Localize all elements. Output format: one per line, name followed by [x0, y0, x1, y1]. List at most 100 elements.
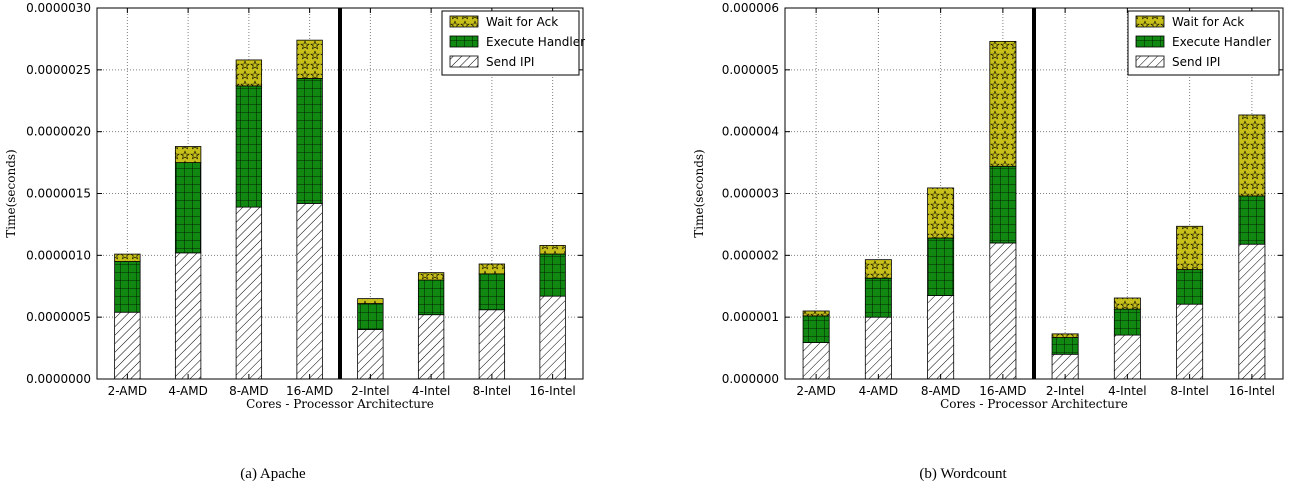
bar-wait-for-ack [417, 272, 445, 281]
y-tick-label: 0.000000 [722, 372, 779, 386]
bar-send-ipi [114, 311, 141, 380]
x-tick-label: 8-AMD [229, 384, 269, 398]
legend-label-send-ipi: Send IPI [486, 55, 534, 69]
bar-send-ipi [802, 342, 830, 380]
y-axis-title: Time(seconds) [692, 149, 706, 237]
x-tick-label: 2-Intel [1046, 384, 1085, 398]
bar-send-ipi [417, 314, 445, 380]
bar-send-ipi [174, 252, 202, 380]
bar-execute-handler [357, 303, 384, 330]
legend: Wait for Ack Execute Handler Send IPI [441, 10, 585, 76]
y-tick-label: 0.000005 [722, 63, 779, 77]
bar-wait-for-ack [1238, 114, 1266, 197]
legend: Wait for Ack Execute Handler Send IPI [1127, 10, 1280, 76]
bar-execute-handler [1051, 337, 1079, 355]
bar-wait-for-ack [174, 146, 202, 163]
bar-execute-handler [296, 78, 323, 204]
bar-send-ipi [1176, 303, 1204, 380]
x-tick-label: 2-Intel [351, 384, 390, 398]
legend-label-execute-handler: Execute Handler [486, 35, 585, 49]
bar-send-ipi [927, 295, 955, 380]
bar-execute-handler [478, 273, 506, 311]
y-tick-label: 0.0000000 [26, 372, 91, 386]
legend-label-wait-for-ack: Wait for Ack [1172, 15, 1244, 29]
bar-send-ipi [357, 329, 384, 380]
caption-wordcount: (b) Wordcount [919, 466, 1007, 482]
legend-label-execute-handler: Execute Handler [1172, 35, 1271, 49]
y-tick-label: 0.0000020 [26, 125, 91, 139]
x-tick-label: 16-AMD [979, 384, 1026, 398]
x-tick-label: 16-Intel [530, 384, 576, 398]
bar-wait-for-ack [539, 245, 566, 255]
y-tick-label: 0.000002 [722, 248, 779, 262]
bar-execute-handler [235, 85, 263, 208]
bar-wait-for-ack [296, 39, 323, 79]
bar-execute-handler [927, 237, 955, 296]
bar-execute-handler [989, 165, 1017, 244]
y-tick-label: 0.000003 [722, 187, 779, 201]
x-tick-label: 2-AMD [796, 384, 836, 398]
bar-wait-for-ack [864, 259, 892, 279]
y-tick-label: 0.0000030 [26, 1, 91, 15]
bar-execute-handler [864, 277, 892, 318]
x-axis-title: Cores - Processor Architecture [246, 397, 434, 411]
bar-wait-for-ack [989, 40, 1017, 167]
bar-execute-handler [417, 279, 445, 316]
bar-wait-for-ack [927, 187, 955, 239]
y-tick-label: 0.0000025 [26, 63, 91, 77]
bar-wait-for-ack [478, 263, 506, 275]
legend-label-send-ipi: Send IPI [1172, 55, 1220, 69]
y-axis-title: Time(seconds) [4, 149, 18, 237]
bar-send-ipi [539, 295, 566, 380]
legend-swatch-wait-for-ack [1135, 15, 1165, 28]
x-tick-label: 4-AMD [168, 384, 208, 398]
legend-swatch-execute-handler [1135, 35, 1165, 48]
chart-wordcount: 0.000000 0.000001 0.000002 0.000003 0.000004… [692, 1, 1284, 411]
bar-execute-handler [114, 261, 141, 313]
y-tick-label: 0.000001 [722, 310, 779, 324]
y-tick-label: 0.000006 [722, 1, 779, 15]
legend-swatch-send-ipi [1135, 55, 1165, 68]
bar-send-ipi [296, 202, 323, 380]
caption-apache: (a) Apache [240, 466, 306, 482]
bar-wait-for-ack [1113, 297, 1141, 310]
legend-label-wait-for-ack: Wait for Ack [486, 15, 558, 29]
bar-execute-handler [802, 315, 830, 343]
x-tick-label: 2-AMD [108, 384, 148, 398]
y-tick-label: 0.0000010 [26, 248, 91, 262]
x-tick-label: 16-AMD [286, 384, 333, 398]
bar-wait-for-ack [802, 310, 830, 317]
bar-wait-for-ack [114, 253, 141, 262]
y-tick-label: 0.0000015 [26, 187, 91, 201]
bar-execute-handler [1113, 308, 1141, 336]
y-tick-label: 0.0000005 [26, 310, 91, 324]
bar-wait-for-ack [235, 59, 263, 87]
legend-swatch-wait-for-ack [449, 15, 479, 28]
x-tick-label: 4-Intel [1108, 384, 1147, 398]
bar-send-ipi [235, 206, 263, 380]
x-tick-label: 8-Intel [473, 384, 512, 398]
bar-execute-handler [174, 162, 202, 254]
bar-execute-handler [1176, 269, 1204, 305]
x-tick-label: 4-Intel [412, 384, 451, 398]
x-tick-label: 8-AMD [921, 384, 961, 398]
x-tick-label: 4-AMD [859, 384, 899, 398]
x-tick-label: 8-Intel [1170, 384, 1209, 398]
bar-execute-handler [1238, 195, 1266, 245]
bar-send-ipi [864, 316, 892, 380]
y-tick-label: 0.000004 [722, 125, 779, 139]
bar-send-ipi [478, 309, 506, 380]
chart-apache: 0.0000000 0.0000005 0.0000010 0.0000015 0.00… [4, 1, 585, 411]
bar-wait-for-ack [1176, 225, 1204, 270]
bar-wait-for-ack [1051, 333, 1079, 338]
bar-send-ipi [1238, 243, 1266, 380]
bar-send-ipi [989, 242, 1017, 380]
bar-wait-for-ack [357, 298, 384, 304]
x-tick-label: 16-Intel [1229, 384, 1275, 398]
legend-swatch-execute-handler [449, 35, 479, 48]
x-axis-title: Cores - Processor Architecture [940, 397, 1128, 411]
legend-swatch-send-ipi [449, 55, 479, 68]
bar-send-ipi [1113, 334, 1141, 380]
bar-execute-handler [539, 253, 566, 297]
